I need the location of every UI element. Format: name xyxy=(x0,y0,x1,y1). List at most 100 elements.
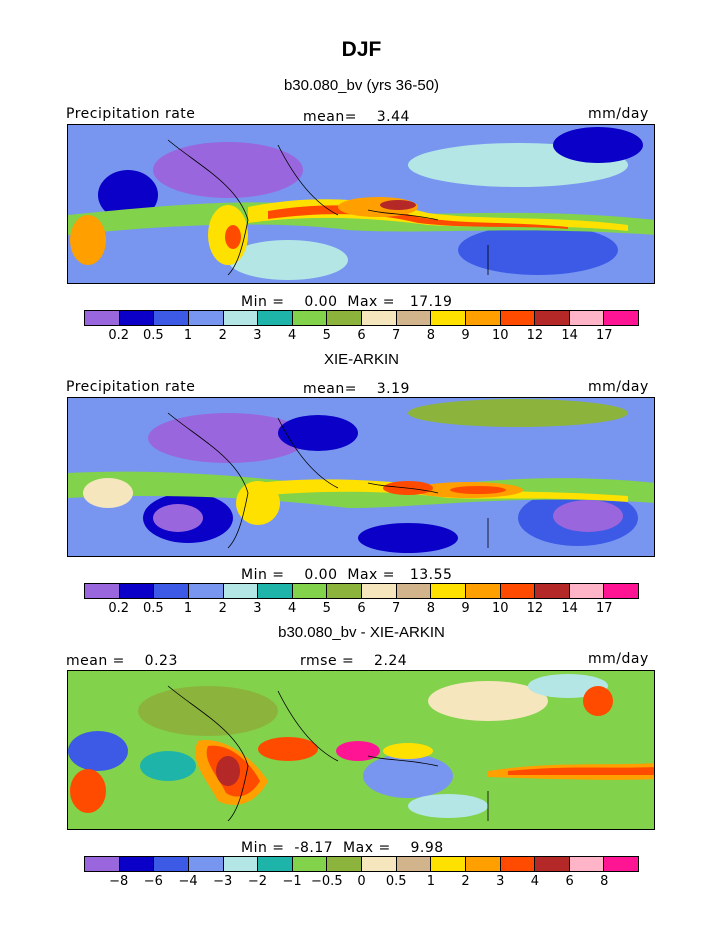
colorbar-level-label: −2 xyxy=(247,874,268,889)
panel2-colorbar-labels: 0.2 0.5 1 2 3 4 5 6 7 8 9 10 12 14 17 xyxy=(0,601,723,617)
panel2-title: XIE-ARKIN xyxy=(323,351,399,368)
colorbar-swatch xyxy=(569,857,605,871)
colorbar-level-label: −0.5 xyxy=(311,874,343,889)
panel3-min-max: Min = -8.17 Max = 9.98 xyxy=(241,840,444,856)
colorbar-level-label: 3 xyxy=(496,874,505,889)
panel2-colorbar xyxy=(84,583,639,599)
colorbar-swatch xyxy=(362,857,397,871)
colorbar-level-label: 4 xyxy=(530,874,540,889)
panel1-mean-label: mean= 3.44 xyxy=(303,109,410,125)
panel1-colorbar-labels: 0.2 0.5 1 2 3 4 5 6 7 8 9 10 12 14 17 xyxy=(0,328,723,344)
colorbar-level-label: 0.5 xyxy=(385,874,407,889)
colorbar-swatch xyxy=(188,311,224,325)
colorbar-swatch xyxy=(292,584,328,598)
colorbar-level-label: −3 xyxy=(213,874,233,889)
colorbar-swatch xyxy=(327,857,362,871)
colorbar-swatch xyxy=(465,311,501,325)
colorbar-swatch xyxy=(223,311,259,325)
colorbar-level-label: −4 xyxy=(178,874,198,889)
colorbar-swatch xyxy=(119,584,155,598)
colorbar-level-label: 0.5 xyxy=(143,328,164,343)
colorbar-level-label: 0 xyxy=(357,874,366,889)
colorbar-level-label: 17 xyxy=(596,328,613,343)
colorbar-swatch xyxy=(535,311,570,325)
colorbar-level-label: 10 xyxy=(491,328,509,343)
panel1-min-max: Min = 0.00 Max = 17.19 xyxy=(241,294,453,310)
colorbar-level-label: 5 xyxy=(322,328,331,343)
panel1-map xyxy=(67,124,655,284)
colorbar-level-label: 8 xyxy=(600,874,609,889)
colorbar-swatch xyxy=(431,857,466,871)
colorbar-level-label: 6 xyxy=(357,601,366,616)
colorbar-swatch xyxy=(569,584,605,598)
colorbar-swatch xyxy=(535,584,570,598)
colorbar-level-label: 8 xyxy=(426,601,436,616)
colorbar-level-label: 3 xyxy=(253,601,262,616)
colorbar-level-label: 6 xyxy=(357,328,366,343)
colorbar-level-label: 17 xyxy=(596,601,613,616)
colorbar-level-label: 2 xyxy=(461,874,470,889)
panel3-title: b30.080_bv - XIE-ARKIN xyxy=(278,624,445,641)
colorbar-swatch xyxy=(119,857,155,871)
colorbar-level-label: 4 xyxy=(287,601,297,616)
panel1-colorbar xyxy=(84,310,639,326)
panel2-min-max: Min = 0.00 Max = 13.55 xyxy=(241,567,453,583)
colorbar-swatch xyxy=(188,857,224,871)
colorbar-level-label: 3 xyxy=(253,328,262,343)
colorbar-swatch xyxy=(604,311,638,325)
panel1-units: mm/day xyxy=(588,106,649,122)
panel3-map xyxy=(67,670,655,830)
colorbar-level-label: 6 xyxy=(565,874,574,889)
colorbar-level-label: 14 xyxy=(561,601,578,616)
colorbar-level-label: 4 xyxy=(287,328,297,343)
colorbar-swatch xyxy=(154,857,189,871)
colorbar-level-label: 1 xyxy=(183,601,193,616)
colorbar-swatch xyxy=(327,311,362,325)
colorbar-swatch xyxy=(188,584,224,598)
colorbar-swatch xyxy=(465,584,501,598)
colorbar-swatch xyxy=(465,857,501,871)
colorbar-swatch xyxy=(292,311,328,325)
colorbar-swatch xyxy=(396,311,432,325)
colorbar-swatch xyxy=(223,857,259,871)
colorbar-swatch xyxy=(604,584,638,598)
colorbar-swatch xyxy=(85,857,120,871)
colorbar-swatch xyxy=(119,311,155,325)
colorbar-swatch xyxy=(396,857,432,871)
colorbar-level-label: 9 xyxy=(461,328,470,343)
colorbar-swatch xyxy=(396,584,432,598)
sahara-dry xyxy=(153,142,303,198)
page-title: DJF xyxy=(341,38,382,61)
colorbar-swatch xyxy=(431,311,466,325)
colorbar-swatch xyxy=(258,311,293,325)
colorbar-swatch xyxy=(431,584,466,598)
panel2-mean-label: mean= 3.19 xyxy=(303,381,410,397)
panel2-field-name: Precipitation rate xyxy=(66,379,196,395)
colorbar-level-label: 7 xyxy=(392,328,401,343)
colorbar-swatch xyxy=(569,311,605,325)
colorbar-swatch xyxy=(154,311,189,325)
colorbar-swatch xyxy=(85,311,120,325)
colorbar-level-label: 12 xyxy=(526,601,544,616)
colorbar-swatch xyxy=(223,584,259,598)
colorbar-level-label: 10 xyxy=(491,601,509,616)
panel3-colorbar xyxy=(84,856,639,872)
colorbar-level-label: 0.5 xyxy=(143,601,164,616)
colorbar-level-label: 1 xyxy=(183,328,193,343)
colorbar-swatch xyxy=(292,857,328,871)
colorbar-level-label: 8 xyxy=(426,328,436,343)
colorbar-level-label: 2 xyxy=(218,601,227,616)
colorbar-swatch xyxy=(500,857,536,871)
panel2-units: mm/day xyxy=(588,379,649,395)
colorbar-swatch xyxy=(154,584,189,598)
colorbar-swatch xyxy=(362,584,397,598)
panel3-units: mm/day xyxy=(588,651,649,667)
panel3-mean-label: mean = 0.23 xyxy=(66,653,178,669)
colorbar-level-label: 12 xyxy=(526,328,544,343)
colorbar-swatch xyxy=(500,584,536,598)
colorbar-level-label: 0.2 xyxy=(108,328,130,343)
colorbar-level-label: −8 xyxy=(109,874,129,889)
colorbar-swatch xyxy=(258,584,293,598)
colorbar-swatch xyxy=(258,857,293,871)
colorbar-level-label: 9 xyxy=(461,601,470,616)
